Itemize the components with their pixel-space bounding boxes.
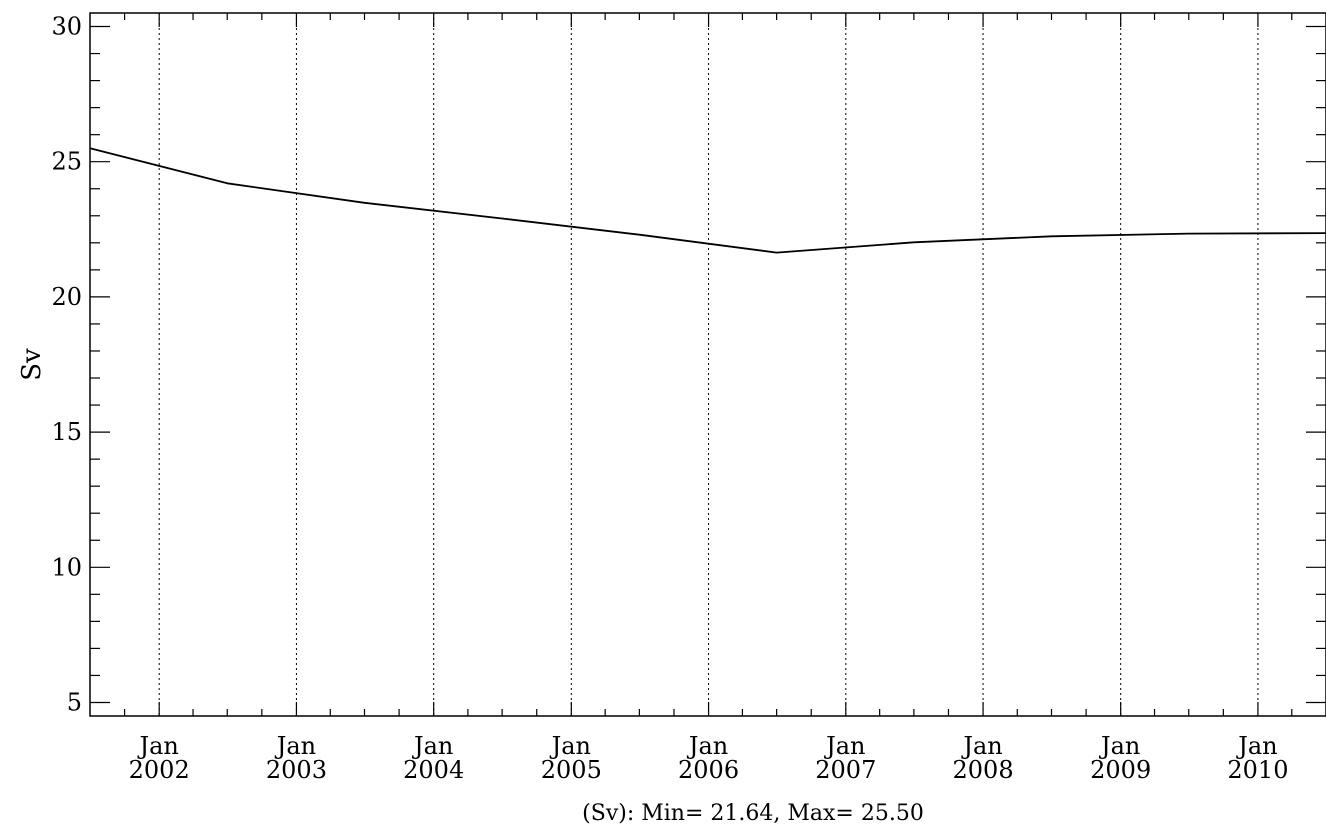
x-tick-label-month: Jan [1098,732,1140,760]
vertical-gridlines [158,13,1259,716]
x-tick-label-year: 2007 [815,756,876,784]
x-tick-label-year: 2006 [678,756,739,784]
y-axis-title: Sv [17,348,47,381]
y-tick-label: 5 [67,688,82,716]
x-tick-label-month: Jan [686,732,728,760]
y-tick-label: 15 [51,418,82,446]
x-axis-caption: (Sv): Min= 21.64, Max= 25.50 [582,801,924,826]
x-tick-label-month: Jan [1235,732,1277,760]
x-axis-tick-labels: Jan2002Jan2003Jan2004Jan2005Jan2006Jan20… [129,732,1289,784]
y-axis-tick-labels: 5 10 15 20 25 30 [51,13,82,717]
y-tick-label: 10 [51,553,82,581]
x-tick-label-year: 2008 [953,756,1014,784]
x-tick-label-year: 2009 [1090,756,1151,784]
plot-frame [89,12,1326,717]
x-tick-label-month: Jan [823,732,865,760]
x-tick-label-year: 2004 [403,756,464,784]
x-tick-label-year: 2010 [1227,756,1288,784]
series-line [89,147,1326,254]
x-tick-label-month: Jan [274,732,316,760]
x-tick-label-month: Jan [549,732,591,760]
x-tick-label-year: 2005 [541,756,602,784]
x-tick-label-month: Jan [960,732,1002,760]
x-tick-label-year: 2003 [266,756,327,784]
y-tick-label: 25 [51,148,82,176]
x-tick-label-year: 2002 [129,756,190,784]
x-tick-label-month: Jan [136,732,178,760]
x-tick-label-month: Jan [411,732,453,760]
axis-ticks [90,13,1326,716]
series-layer [89,147,1326,254]
y-tick-label: 20 [51,283,82,311]
y-tick-label: 30 [51,13,82,41]
